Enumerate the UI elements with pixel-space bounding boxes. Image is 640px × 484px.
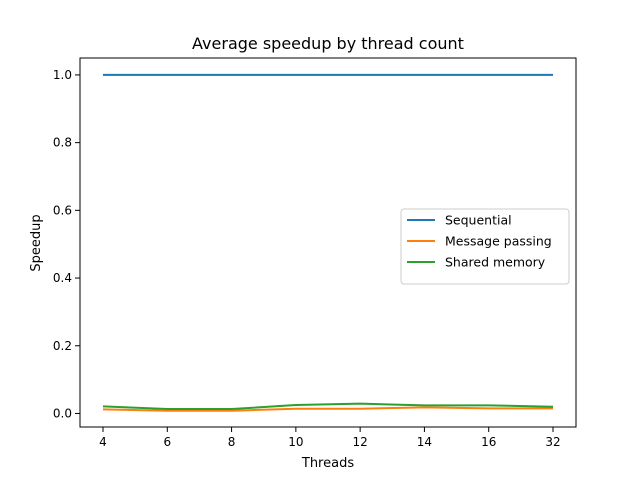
y-tick-label: 0.6 [53, 203, 72, 217]
x-tick-label: 10 [288, 435, 303, 449]
x-tick-label: 12 [353, 435, 368, 449]
x-tick-label: 14 [417, 435, 432, 449]
x-tick-label: 16 [481, 435, 496, 449]
chart-title: Average speedup by thread count [192, 34, 464, 53]
y-tick-label: 0.8 [53, 136, 72, 150]
y-tick-label: 0.4 [53, 271, 72, 285]
plot-frame [79, 57, 577, 428]
y-tick-label: 0.0 [53, 406, 72, 420]
x-tick-label: 6 [163, 435, 171, 449]
legend-box [400, 208, 570, 285]
legend-label: Sequential [445, 213, 512, 228]
series-line-message-passing [102, 406, 553, 412]
y-tick-label: 1.0 [53, 68, 72, 82]
y-axis-label: Speedup [29, 214, 44, 271]
plot-area: 4 6 8 10 12 14 16 32 0.0 0.2 0.4 0.6 0.8 1.0 Sequentia… [53, 57, 577, 449]
x-axis-label: Threads [301, 456, 354, 471]
x-tick-label: 4 [99, 435, 107, 449]
x-tick-label: 32 [545, 435, 560, 449]
x-tick-label: 8 [228, 435, 236, 449]
y-tick-label: 0.2 [53, 339, 72, 353]
legend-label: Shared memory [445, 255, 546, 270]
series-line-shared-memory [102, 402, 554, 411]
legend-label: Message passing [445, 234, 552, 249]
